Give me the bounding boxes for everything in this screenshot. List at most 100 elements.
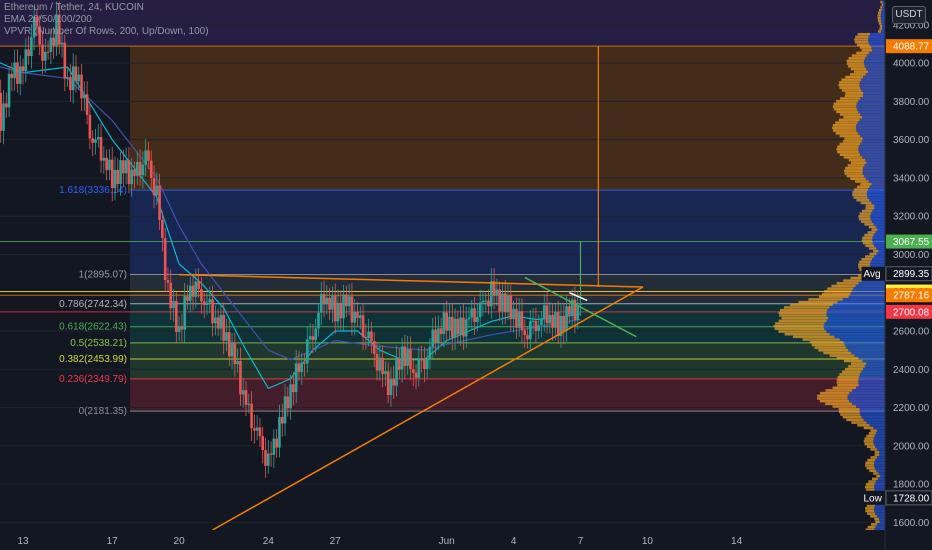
marker-prefix: Avg <box>864 269 881 280</box>
volume-bar-up <box>864 223 874 226</box>
volume-bar-up <box>859 212 871 215</box>
volume-bar-down <box>874 507 885 510</box>
fib-label: 0.382(2453.99) <box>59 354 127 365</box>
volume-bar-down <box>829 306 885 309</box>
candle-body <box>411 369 415 373</box>
candle-body <box>152 177 156 196</box>
volume-bar-down <box>859 142 885 146</box>
candle-body <box>166 280 170 283</box>
candle-body <box>559 315 563 337</box>
price-marker-label: 1728.00 <box>893 493 930 504</box>
candle-body <box>4 103 8 108</box>
candle-body <box>336 302 340 322</box>
volume-bar-up <box>842 140 862 143</box>
candle-body <box>250 403 253 429</box>
volume-bar-up <box>852 190 868 194</box>
volume-bar-up <box>840 413 861 416</box>
volume-bar-up <box>841 89 862 92</box>
candle-body <box>32 16 36 38</box>
candle-body <box>96 137 100 140</box>
volume-bar-up <box>839 142 860 146</box>
ema-50-line <box>0 66 581 361</box>
vpvr-indicator-label[interactable]: VPVR (Number Of Rows, 200, Up/Down, 100) <box>4 26 209 37</box>
trendline <box>524 276 637 338</box>
candle-body <box>342 294 345 319</box>
volume-bar-up <box>844 169 863 173</box>
volume-bar-up <box>858 215 871 218</box>
candle-body <box>244 390 248 405</box>
candle-body <box>99 137 103 161</box>
volume-bar-up <box>818 295 849 298</box>
currency-button[interactable]: USDT <box>892 6 926 24</box>
volume-bar-down <box>874 464 885 467</box>
volume-bar-down <box>877 477 885 481</box>
volume-bar-up <box>864 442 874 446</box>
candle-body <box>292 384 295 393</box>
volume-bar-up <box>864 233 874 237</box>
volume-bar-up <box>862 209 873 213</box>
volume-bar-down <box>864 65 885 68</box>
candle-body <box>576 305 580 321</box>
symbol-title[interactable]: Ethereum / Tether, 24, KUCOIN <box>4 2 144 13</box>
time-axis[interactable] <box>0 530 885 550</box>
volume-bar-up <box>858 263 871 266</box>
y-tick-label: 2000.00 <box>893 441 930 452</box>
candle-body <box>44 51 47 61</box>
candle-body <box>565 306 568 331</box>
volume-bar-up <box>864 437 874 440</box>
candle-body <box>414 372 418 378</box>
volume-bar-down <box>856 129 885 132</box>
volume-bar-down <box>856 124 885 127</box>
y-tick-label: 4000.00 <box>893 59 930 70</box>
volume-bar-down <box>869 32 885 36</box>
candle-body <box>370 331 373 341</box>
y-tick-label: 3000.00 <box>893 250 930 261</box>
candle-body <box>267 453 270 466</box>
candle-body <box>83 94 86 99</box>
volume-bar-down <box>869 199 885 202</box>
volume-bar-down <box>848 295 885 298</box>
candle-body <box>367 331 370 338</box>
candle-body <box>60 42 64 45</box>
volume-bar-down <box>829 332 885 336</box>
volume-bar-up <box>866 504 875 507</box>
volume-bar-up <box>838 118 860 122</box>
candle-body <box>554 311 557 328</box>
volume-bar-up <box>865 204 875 207</box>
volume-bar-up <box>778 311 827 315</box>
candle-body <box>127 160 131 185</box>
candle-body <box>113 169 117 189</box>
volume-bar-up <box>865 507 875 510</box>
ema-indicator-label[interactable]: EMA 20/50/100/200 <box>4 14 92 25</box>
candle-body <box>80 74 83 99</box>
volume-bar-down <box>866 161 885 165</box>
candle-body <box>409 349 412 370</box>
volume-bar-up <box>851 54 867 57</box>
candle-body <box>478 302 482 318</box>
candle-body <box>311 336 315 340</box>
volume-bar-down <box>881 8 885 12</box>
volume-bar-down <box>863 174 885 178</box>
volume-bar-down <box>876 432 885 435</box>
volume-bar-up <box>855 35 869 39</box>
candle-body <box>540 318 543 326</box>
volume-bar-up <box>848 57 865 60</box>
volume-bar-down <box>876 429 885 432</box>
candle-body <box>333 295 337 322</box>
volume-bar-down <box>859 410 885 414</box>
volume-bar-down <box>875 458 885 462</box>
volume-bar-up <box>860 182 872 186</box>
volume-bar-up <box>865 244 875 248</box>
candle-body <box>303 362 306 364</box>
marker-prefix: Low <box>864 493 883 504</box>
volume-bar-up <box>866 445 876 448</box>
volume-bar-down <box>863 91 885 95</box>
candle-body <box>161 219 164 239</box>
volume-bar-down <box>842 298 885 301</box>
volume-bar-down <box>859 83 885 87</box>
x-tick-label: 17 <box>107 536 119 547</box>
candle-body <box>526 335 529 340</box>
y-tick-label: 1600.00 <box>893 518 930 529</box>
volume-bar-up <box>874 453 880 456</box>
